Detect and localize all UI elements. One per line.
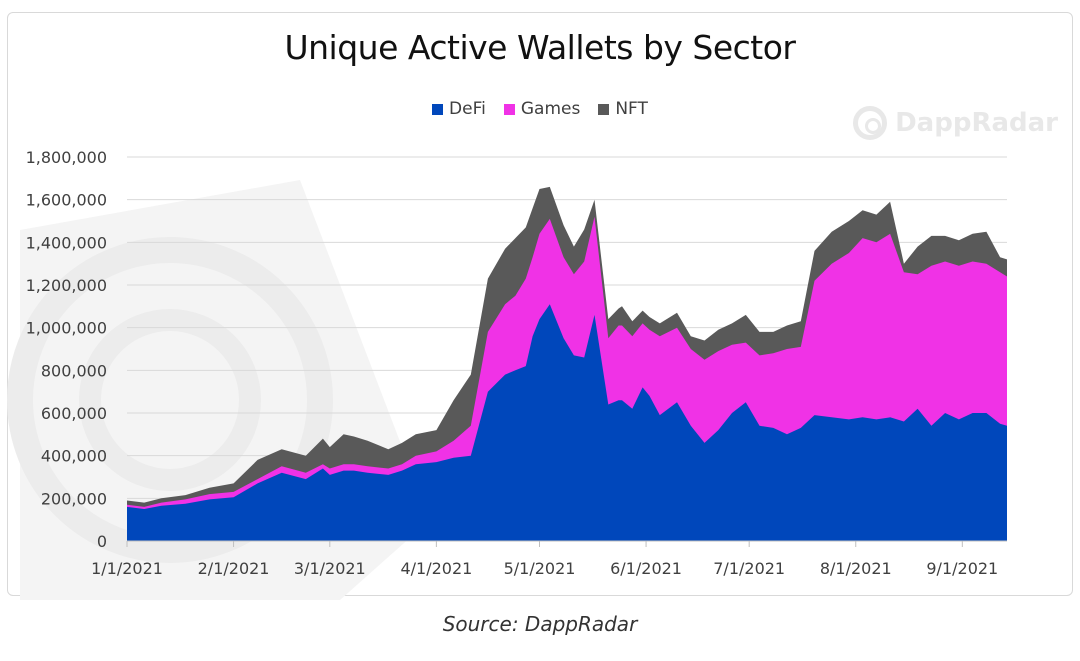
legend-swatch-defi: [432, 103, 444, 115]
watermark-ring-inner: [79, 309, 261, 491]
brand-watermark-text: DappRadar: [895, 108, 1058, 138]
source-caption: Source: DappRadar: [442, 612, 638, 636]
chart-legend: DeFi Games NFT: [0, 99, 1080, 119]
stacked-areas: [127, 186, 1007, 541]
x-tick-label: 1/1/2021: [91, 559, 163, 578]
legend-item-nft: NFT: [598, 99, 648, 119]
x-tick-label: 6/1/2021: [610, 559, 682, 578]
y-tick-label: 1,000,000: [26, 319, 107, 338]
chart-title: Unique Active Wallets by Sector: [284, 28, 796, 67]
x-tick-label: 9/1/2021: [926, 559, 998, 578]
watermark-ring-outer: [7, 237, 333, 563]
legend-label-nft: NFT: [615, 99, 648, 119]
x-tick-label: 3/1/2021: [294, 559, 366, 578]
legend-swatch-games: [503, 103, 515, 115]
y-tick-label: 800,000: [41, 361, 107, 380]
brand-watermark: DappRadar: [853, 106, 1058, 140]
y-axis-tick-labels: 1,800,000 1,600,000 1,400,000 1,200,000 1,00…: [26, 148, 107, 551]
dappradar-logo-icon: [853, 106, 888, 140]
y-tick-label: 1,400,000: [26, 233, 107, 252]
y-tick-label: 1,600,000: [26, 191, 107, 210]
y-tick-label: 1,800,000: [26, 148, 107, 167]
y-tick-label: 600,000: [41, 404, 107, 423]
legend-label-defi: DeFi: [449, 99, 486, 119]
x-tick-label: 4/1/2021: [400, 559, 472, 578]
x-axis-tick-labels: 1/1/2021 2/1/2021 3/1/2021 4/1/2021 5/1/2021…: [91, 559, 998, 578]
x-tick-label: 2/1/2021: [198, 559, 270, 578]
x-tick-label: 7/1/2021: [713, 559, 785, 578]
y-tick-label: 400,000: [41, 447, 107, 466]
x-tick-label: 5/1/2021: [504, 559, 576, 578]
legend-item-games: Games: [503, 99, 581, 119]
x-tick-label: 8/1/2021: [820, 559, 892, 578]
legend-swatch-nft: [598, 103, 610, 115]
legend-item-defi: DeFi: [432, 99, 486, 119]
legend-label-games: Games: [520, 99, 581, 119]
area-series-defi: [127, 304, 1007, 541]
axes: [126, 540, 1007, 547]
y-tick-label: 200,000: [41, 489, 107, 508]
y-tick-label: 1,200,000: [26, 276, 107, 295]
y-tick-label: 0: [97, 532, 107, 551]
